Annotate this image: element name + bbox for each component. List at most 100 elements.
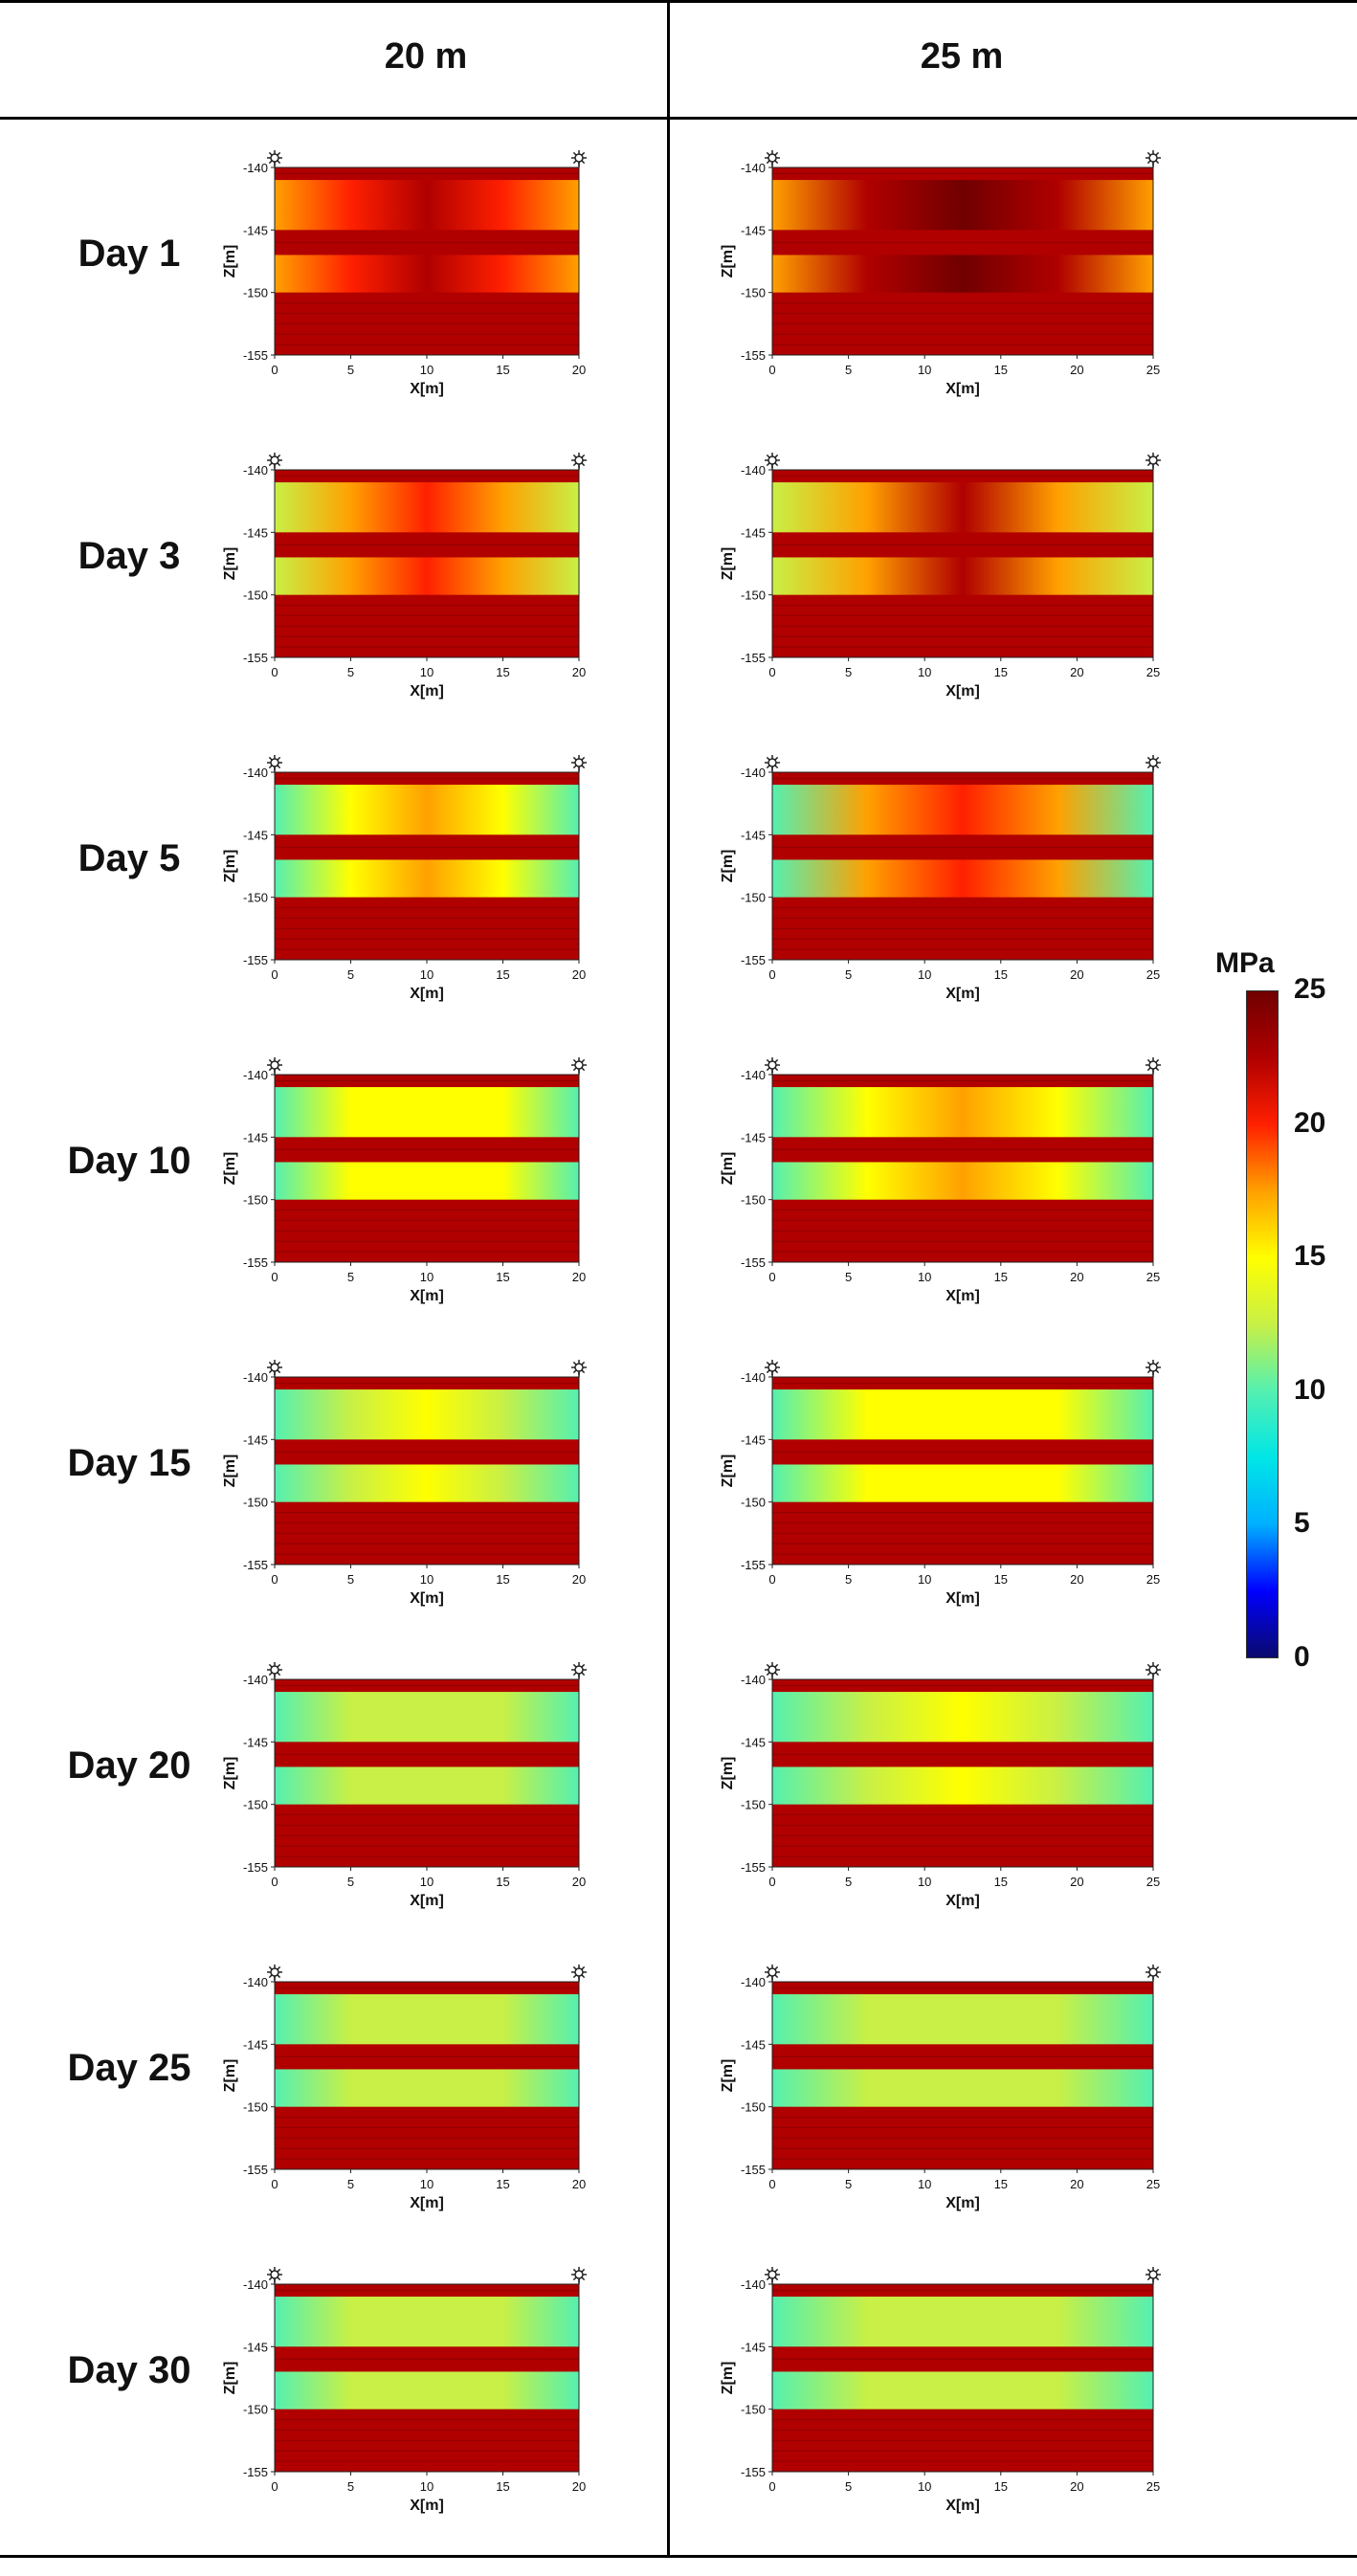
x-tick-label: 20 xyxy=(572,2177,586,2191)
x-tick-label: 5 xyxy=(347,2479,354,2494)
x-tick-label: 10 xyxy=(420,967,434,982)
x-tick-label: 15 xyxy=(994,967,1008,982)
x-axis-label: X[m] xyxy=(945,683,980,700)
x-tick-label: 0 xyxy=(768,1270,775,1284)
colorbar-tick-label: 20 xyxy=(1294,1106,1326,1139)
panel-4-1: -140 -145 -150 -155 0 5 10 15 20 25 X[m] Z[m] xyxy=(703,1358,1170,1640)
y-tick-label: -140 xyxy=(741,1068,766,1082)
x-axis-label: X[m] xyxy=(410,381,444,397)
y-tick-label: -150 xyxy=(243,286,268,300)
y-tick-label: -155 xyxy=(741,1558,766,1572)
x-axis-label: X[m] xyxy=(945,2195,980,2211)
x-tick-label: 15 xyxy=(496,1572,509,1587)
x-axis-label: X[m] xyxy=(410,683,444,700)
y-tick-label: -145 xyxy=(243,1735,268,1749)
x-tick-label: 25 xyxy=(1146,363,1160,377)
x-tick-label: 5 xyxy=(845,665,852,679)
x-axis-label: X[m] xyxy=(410,1893,444,1909)
well-marker-icon xyxy=(267,1662,282,1679)
y-tick-label: -150 xyxy=(741,2100,766,2115)
y-tick-label: -155 xyxy=(243,651,268,665)
x-tick-label: 20 xyxy=(572,363,586,377)
y-tick-label: -145 xyxy=(741,828,766,842)
colorbar-tick-label: 15 xyxy=(1294,1240,1326,1273)
y-tick-label: -140 xyxy=(243,766,268,780)
panel-7-0: -140 -145 -150 -155 0 5 10 15 20 X[m] Z[m] xyxy=(206,2265,596,2547)
well-marker-icon xyxy=(571,150,587,167)
x-tick-label: 10 xyxy=(918,2177,931,2191)
x-tick-label: 5 xyxy=(347,2177,354,2191)
y-axis-label: Z[m] xyxy=(720,1455,736,1488)
y-tick-label: -140 xyxy=(243,1673,268,1687)
well-marker-icon xyxy=(267,1360,282,1377)
y-tick-label: -145 xyxy=(741,1735,766,1749)
plot-frame xyxy=(771,1981,1154,2170)
colorbar-tick-label: 10 xyxy=(1294,1373,1326,1406)
x-tick-label: 0 xyxy=(768,665,775,679)
x-tick-label: 0 xyxy=(271,665,278,679)
x-tick-label: 10 xyxy=(918,363,931,377)
x-tick-label: 15 xyxy=(994,665,1008,679)
well-marker-icon xyxy=(1146,1360,1161,1377)
y-tick-label: -155 xyxy=(741,2465,766,2479)
y-tick-label: -155 xyxy=(741,348,766,363)
x-tick-label: 5 xyxy=(845,967,852,982)
x-axis-label: X[m] xyxy=(945,381,980,397)
x-tick-label: 5 xyxy=(347,1270,354,1284)
x-axis-label: X[m] xyxy=(410,2498,444,2514)
y-tick-label: -145 xyxy=(243,223,268,237)
y-tick-label: -140 xyxy=(243,1370,268,1385)
x-tick-label: 15 xyxy=(994,1270,1008,1284)
x-tick-label: 25 xyxy=(1146,1875,1160,1889)
well-marker-icon xyxy=(571,1662,587,1679)
x-tick-label: 0 xyxy=(768,2177,775,2191)
x-tick-label: 20 xyxy=(572,2479,586,2494)
plot-frame xyxy=(771,1074,1154,1263)
y-tick-label: -145 xyxy=(243,2037,268,2052)
x-tick-label: 20 xyxy=(572,665,586,679)
y-axis-label: Z[m] xyxy=(720,2059,736,2093)
well-marker-icon xyxy=(267,453,282,470)
x-axis-label: X[m] xyxy=(945,1590,980,1607)
well-marker-icon xyxy=(765,755,780,772)
y-axis-label: Z[m] xyxy=(720,850,736,883)
plot-frame xyxy=(771,1376,1154,1566)
plot-frame xyxy=(771,167,1154,356)
x-tick-label: 10 xyxy=(420,2479,434,2494)
panel-4-0: -140 -145 -150 -155 0 5 10 15 20 X[m] Z[m] xyxy=(206,1358,596,1640)
row-label-day: Day 5 xyxy=(78,837,181,879)
y-tick-label: -140 xyxy=(741,1673,766,1687)
panel-7-1: -140 -145 -150 -155 0 5 10 15 20 25 X[m] Z[m] xyxy=(703,2265,1170,2547)
y-axis-label: Z[m] xyxy=(720,1152,736,1186)
top-rule xyxy=(0,0,1357,3)
x-tick-label: 15 xyxy=(994,2177,1008,2191)
y-axis-label: Z[m] xyxy=(222,547,238,581)
y-tick-label: -150 xyxy=(243,2100,268,2115)
well-marker-icon xyxy=(1146,1057,1161,1075)
colorbar-title: MPa xyxy=(1215,947,1275,979)
x-tick-label: 20 xyxy=(572,1875,586,1889)
y-axis-label: Z[m] xyxy=(222,245,238,278)
x-tick-label: 20 xyxy=(572,1572,586,1587)
x-tick-label: 15 xyxy=(496,967,509,982)
y-tick-label: -145 xyxy=(741,2340,766,2354)
well-marker-icon xyxy=(765,1965,780,1982)
well-marker-icon xyxy=(1146,453,1161,470)
x-tick-label: 5 xyxy=(845,363,852,377)
x-tick-label: 10 xyxy=(918,2479,931,2494)
y-tick-label: -155 xyxy=(243,2163,268,2177)
panel-3-0: -140 -145 -150 -155 0 5 10 15 20 X[m] Z[m] xyxy=(206,1055,596,1338)
y-tick-label: -150 xyxy=(741,1798,766,1812)
plot-frame xyxy=(771,1678,1154,1868)
x-tick-label: 5 xyxy=(845,1875,852,1889)
y-tick-label: -155 xyxy=(741,953,766,967)
colorbar-tick-label: 5 xyxy=(1294,1507,1310,1540)
x-tick-label: 5 xyxy=(347,363,354,377)
column-header-20m: 20 m xyxy=(384,36,468,77)
x-tick-label: 5 xyxy=(347,967,354,982)
row-label-day: Day 25 xyxy=(67,2047,191,2089)
